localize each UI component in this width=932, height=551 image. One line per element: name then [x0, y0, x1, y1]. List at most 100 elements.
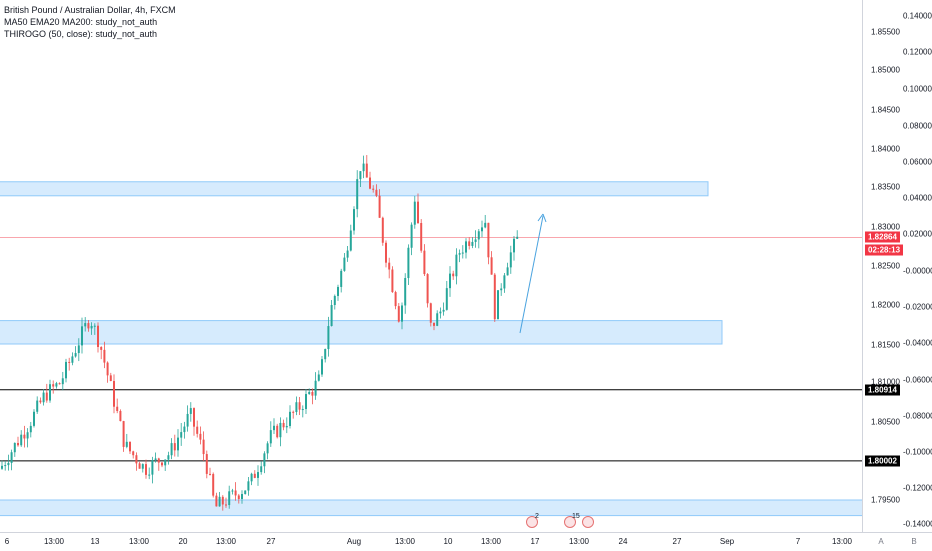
candle-body: [365, 163, 368, 178]
projection-arrow-head: [537, 213, 547, 223]
candle-body: [106, 362, 109, 376]
price-tick: 1.85500: [871, 27, 900, 37]
candle-body: [349, 230, 352, 251]
candle-body: [173, 443, 176, 451]
candle-body: [237, 495, 240, 500]
candle-body: [154, 458, 157, 461]
candle-body: [397, 306, 400, 322]
candle-body: [404, 278, 407, 306]
price-tick: 1.84000: [871, 144, 900, 154]
candle-body: [295, 402, 298, 413]
candle-body: [426, 274, 429, 304]
candle-body: [119, 411, 122, 422]
candle-body: [500, 288, 503, 291]
symbol-title[interactable]: British Pound / Australian Dollar, 4h, F…: [4, 5, 176, 15]
candle-body: [42, 392, 45, 403]
candle-body: [10, 452, 13, 463]
candle-body: [141, 464, 144, 469]
candle-body: [36, 400, 39, 412]
time-tick: 20: [178, 537, 188, 546]
candle-body: [282, 422, 285, 428]
candle-body: [26, 432, 29, 439]
time-tick: 13:00: [128, 537, 150, 546]
chart-area[interactable]: British Pound / Australian Dollar, 4h, F…: [0, 0, 863, 532]
candle-body: [228, 491, 231, 506]
auto-scale-button[interactable]: A: [878, 537, 884, 546]
price-tick: 1.81500: [871, 340, 900, 350]
candle-body: [263, 453, 266, 467]
candle-body: [362, 163, 365, 172]
candle-body: [138, 463, 141, 469]
candle-body: [183, 426, 186, 433]
time-tick: 24: [618, 537, 628, 546]
candle-body: [439, 311, 442, 314]
economic-event-icon-3[interactable]: [582, 516, 594, 528]
candle-body: [269, 430, 272, 444]
candle-body: [13, 443, 16, 453]
time-tick: 7: [795, 537, 801, 546]
pct-tick: -0.04000: [903, 338, 932, 348]
candle-body: [266, 443, 269, 454]
candle-body: [385, 242, 387, 263]
candle-body: [340, 270, 343, 287]
price-tick: 1.85000: [871, 65, 900, 75]
scale-mode-button[interactable]: B: [911, 537, 917, 546]
price-tick: 1.82000: [871, 300, 900, 310]
candle-body: [39, 400, 42, 403]
candle-body: [289, 411, 291, 426]
candle-body: [71, 356, 74, 363]
pct-tick: -0.00000: [903, 266, 932, 276]
time-tick: Sep: [719, 537, 735, 546]
price-chart[interactable]: [0, 0, 862, 532]
economic-event-icon-2[interactable]: [564, 516, 576, 528]
pct-tick: 0.06000: [903, 157, 932, 167]
price-tick: 1.80500: [871, 417, 900, 427]
candle-body: [125, 441, 128, 447]
pct-tick: -0.10000: [903, 447, 932, 457]
candle-body: [477, 231, 480, 240]
candle-body: [58, 383, 61, 385]
candle-body: [276, 425, 279, 438]
time-tick: 13:00: [480, 537, 502, 546]
candle-body: [327, 326, 330, 350]
candle-body: [52, 384, 55, 387]
candle-body: [461, 252, 464, 254]
time-scale[interactable]: 6 13:00 13 13:00 20 13:00 27 Aug 13:00 1…: [0, 532, 932, 551]
candle-body: [225, 504, 227, 506]
time-tick: 27: [266, 537, 276, 546]
time-tick: 10: [443, 537, 453, 546]
candle-body: [109, 375, 112, 382]
support-resistance-zone: [0, 181, 709, 197]
candle-body: [244, 490, 247, 495]
price-tick: 1.83000: [871, 222, 900, 232]
candle-body: [122, 421, 125, 447]
candle-body: [468, 241, 471, 246]
time-tick: 27: [672, 537, 682, 546]
candle-body: [391, 269, 394, 293]
event-count: 2: [535, 513, 539, 520]
pct-tick: -0.06000: [903, 375, 932, 385]
candle-body: [113, 381, 115, 407]
candle-body: [189, 408, 192, 414]
candle-body: [516, 236, 519, 239]
price-tick: 1.83500: [871, 182, 900, 192]
price-scale[interactable]: 1.85500 1.85000 1.84500 1.84000 1.83500 …: [863, 0, 932, 532]
candle-body: [305, 394, 307, 410]
candle-body: [218, 496, 221, 507]
economic-event-icon[interactable]: [526, 516, 538, 528]
candle-body: [359, 171, 362, 180]
pct-tick: -0.08000: [903, 411, 932, 421]
time-tick: 13:00: [43, 537, 65, 546]
candle-body: [490, 257, 493, 275]
candle-body: [401, 305, 403, 322]
candle-body: [311, 391, 314, 396]
candle-body: [93, 325, 96, 327]
candle-body: [513, 238, 515, 253]
indicator-ma[interactable]: MA50 EMA20 MA200: study_not_auth: [4, 17, 158, 27]
indicator-thirogo[interactable]: THIROGO (50, close): study_not_auth: [4, 29, 158, 39]
candle-body: [308, 391, 311, 395]
candle-body: [234, 490, 237, 496]
candle-body: [292, 411, 295, 413]
candle-body: [449, 273, 451, 289]
pct-tick: 0.14000: [903, 11, 932, 21]
